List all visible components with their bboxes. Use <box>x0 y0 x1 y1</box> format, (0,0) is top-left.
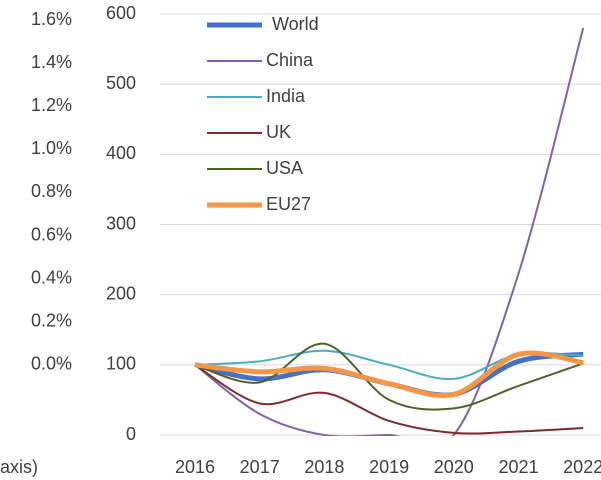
series-line <box>194 351 584 398</box>
series-line <box>194 350 584 398</box>
x-tick-label: 2018 <box>304 457 344 477</box>
y-tick-label: 300 <box>106 213 136 233</box>
y-tick-label: 0 <box>126 424 136 444</box>
legend-label: EU27 <box>266 194 311 214</box>
series-line <box>194 363 584 435</box>
x-tick-label: 2016 <box>175 457 215 477</box>
x-tick-label: 2022 <box>563 457 601 477</box>
x-tick-label: 2021 <box>498 457 538 477</box>
x-tick-label: 2017 <box>240 457 280 477</box>
y2-tick-label: 0.6% <box>31 224 72 244</box>
y-tick-label: 600 <box>106 3 136 23</box>
x-tick-label: 2019 <box>369 457 409 477</box>
legend-label: India <box>266 86 306 106</box>
plot-area <box>194 27 585 436</box>
y-tick-label: 200 <box>106 283 136 303</box>
axis-label-fragment: axis) <box>0 457 38 477</box>
y2-tick-label: 1.2% <box>31 95 72 115</box>
y2-tick-label: 0.8% <box>31 181 72 201</box>
y2-tick-label: 1.0% <box>31 138 72 158</box>
y2-tick-label: 1.6% <box>31 9 72 29</box>
y2-tick-label: 0.2% <box>31 311 72 331</box>
y2-tick-label: 0.4% <box>31 267 72 287</box>
series-line <box>194 342 584 411</box>
legend-label: China <box>266 50 314 70</box>
y-tick-label: 500 <box>106 73 136 93</box>
y2-tick-label: 0.0% <box>31 354 72 374</box>
legend-label: World <box>272 14 319 34</box>
series-line <box>194 27 585 436</box>
legend-label: USA <box>266 158 303 178</box>
y-tick-label: 400 <box>106 143 136 163</box>
x-tick-label: 2020 <box>434 457 474 477</box>
y-tick-label: 100 <box>106 354 136 374</box>
y2-tick-label: 1.4% <box>31 52 72 72</box>
legend-label: UK <box>266 122 291 142</box>
